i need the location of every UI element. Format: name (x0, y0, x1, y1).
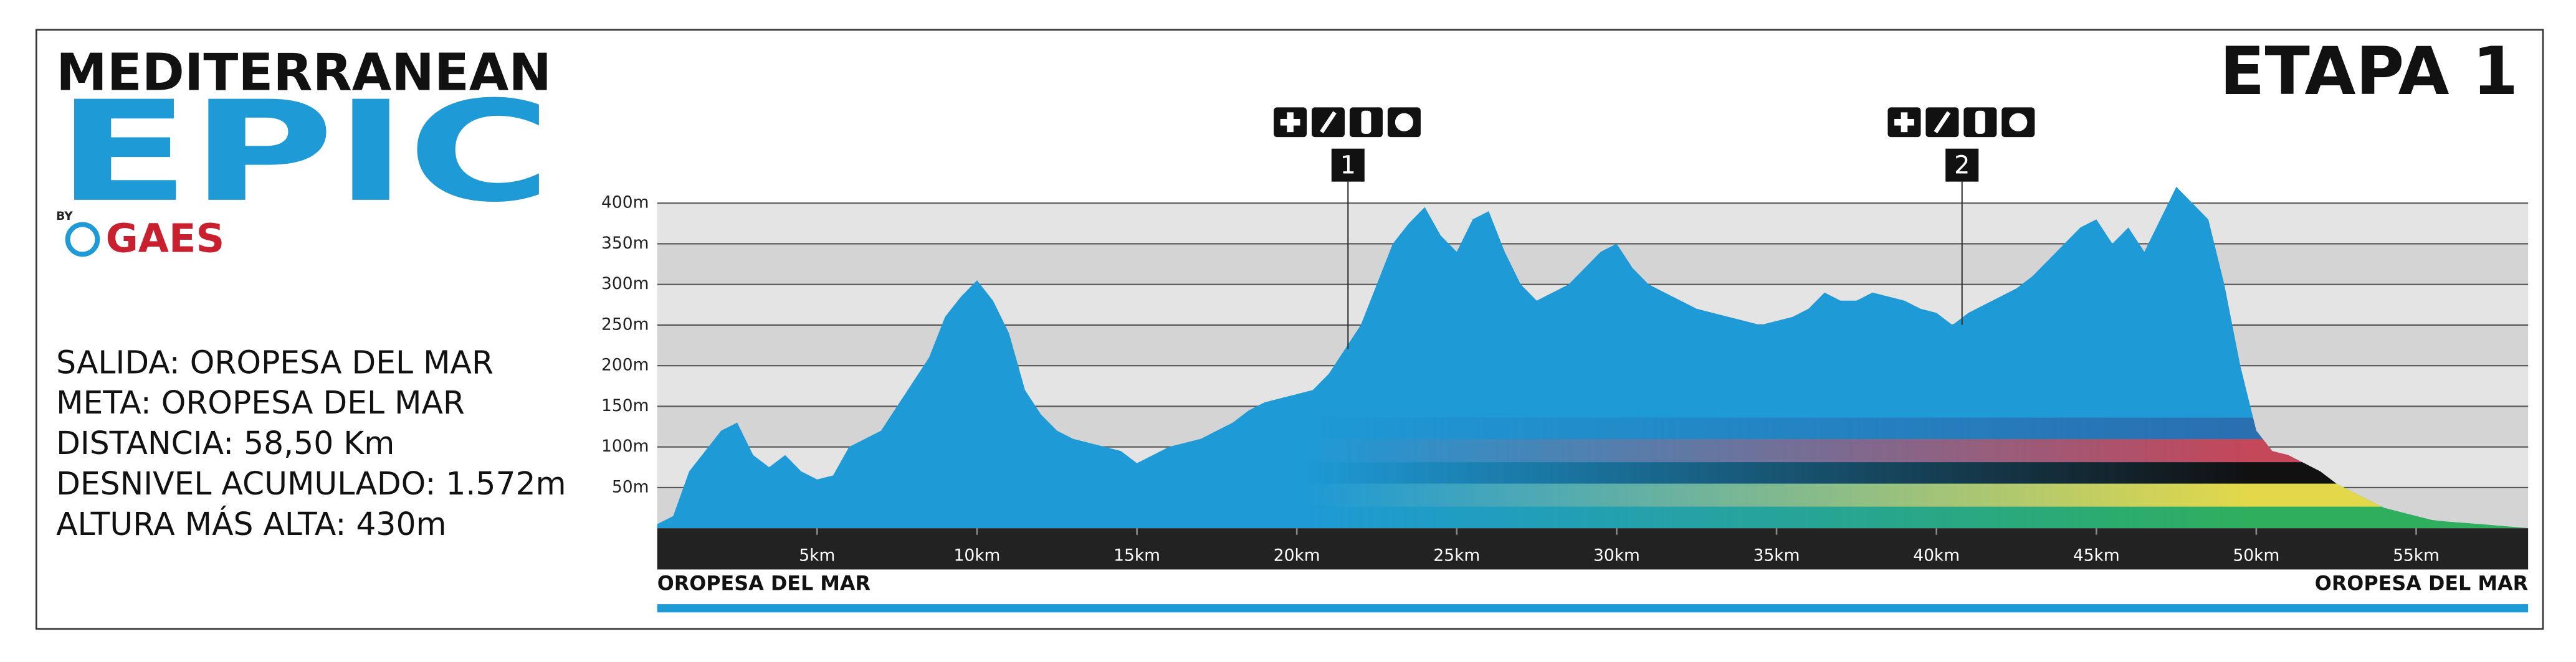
aid-box (1945, 148, 1979, 182)
icon-glyph (2009, 113, 2028, 131)
aid-number: 1 (1340, 151, 1356, 179)
y-tick-label: 400m (601, 193, 649, 212)
icon-glyph (1287, 112, 1294, 133)
brand-by: BY (56, 210, 73, 223)
x-tick-label: 40km (1913, 546, 1960, 565)
x-tick-label: 15km (1114, 546, 1160, 565)
x-tick-label: 45km (2073, 546, 2120, 565)
flag-stripe (1288, 506, 2529, 529)
icon-glyph (1395, 113, 1413, 131)
aid-box (1331, 148, 1365, 182)
info-line: SALIDA: OROPESA DEL MAR (56, 344, 494, 381)
x-tick-label: 50km (2233, 546, 2279, 565)
y-tick-label: 300m (601, 274, 649, 293)
x-tick-label: 10km (953, 546, 1000, 565)
bottom-bar (657, 604, 2529, 613)
icon-glyph (1361, 110, 1371, 134)
info-line: DISTANCIA: 58,50 Km (56, 425, 394, 461)
info-line: META: OROPESA DEL MAR (56, 384, 465, 421)
x-tick-label: 55km (2393, 546, 2440, 565)
info-line: DESNIVEL ACUMULADO: 1.572m (56, 465, 566, 502)
x-axis-strip (657, 528, 2529, 570)
logo: MEDITERRANEAN EPIC BY GAES (56, 44, 551, 262)
x-tick-label: 30km (1593, 546, 1640, 565)
info-line: ALTURA MÁS ALTA: 430m (56, 506, 446, 542)
y-tick-label: 350m (601, 234, 649, 253)
y-tick-label: 150m (601, 396, 649, 415)
grid-band (657, 203, 2529, 244)
brand-main: EPIC (56, 72, 551, 233)
end-label: OROPESA DEL MAR (2315, 572, 2528, 595)
x-tick-label: 35km (1753, 546, 1800, 565)
brand-top: MEDITERRANEAN (56, 44, 551, 103)
start-label: OROPESA DEL MAR (657, 572, 871, 595)
y-tick-label: 250m (601, 314, 649, 334)
flag-stripe (1288, 483, 2529, 507)
y-tick-label: 200m (601, 356, 649, 375)
icon-glyph (1975, 110, 1985, 134)
stage-title: ETAPA 1 (2220, 33, 2518, 110)
aid-number: 2 (1954, 151, 1970, 179)
icon-glyph (1934, 111, 1951, 134)
icon-glyph (1901, 112, 1908, 133)
x-tick-label: 5km (799, 546, 835, 565)
sponsor-icon (65, 222, 100, 257)
x-tick-label: 25km (1433, 546, 1480, 565)
icon-glyph (1320, 111, 1337, 134)
y-tick-label: 100m (601, 437, 649, 456)
x-tick-label: 20km (1274, 546, 1320, 565)
brand-sponsor: GAES (106, 215, 225, 262)
y-tick-label: 50m (612, 477, 649, 496)
